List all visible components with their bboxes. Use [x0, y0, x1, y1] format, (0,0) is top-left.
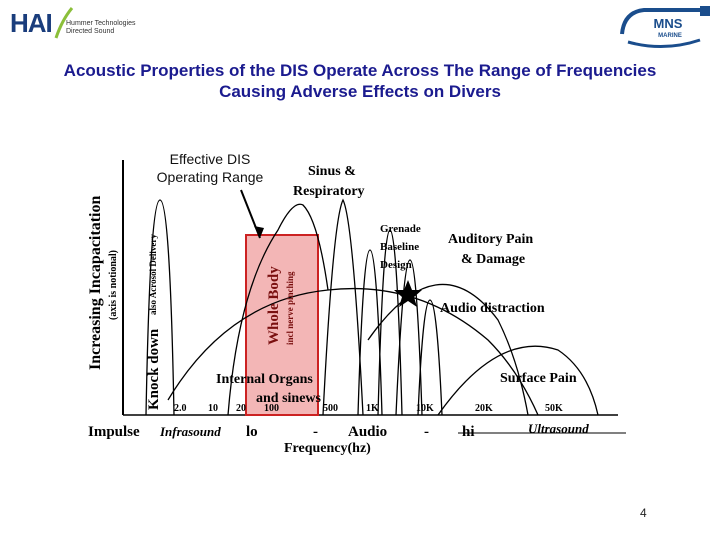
x-tick-500: 500: [323, 403, 338, 414]
infrasound-label: Infrasound: [159, 424, 221, 439]
dash-2: -: [424, 424, 429, 440]
baseline-label: Baseline: [380, 241, 419, 253]
whole-body-range: [245, 234, 319, 416]
x-tick-20k: 20K: [475, 403, 493, 414]
nerve-pinching-label: incl nerve pinching: [285, 271, 295, 345]
whole-body-label: Whole Body: [266, 266, 282, 345]
grenade-label: Grenade: [380, 223, 421, 235]
ultrasound-label: Ultrasound: [528, 421, 589, 436]
impulse-label: Impulse: [88, 424, 140, 440]
lo-label: lo: [246, 424, 258, 440]
hai-subtitle-line1: Hummer Technologies: [66, 20, 136, 27]
page-number: 4: [640, 506, 647, 520]
impulse-curve: [145, 199, 175, 416]
x-tick-10: 10: [208, 403, 218, 414]
mns-logo-sub: MARINE: [658, 33, 682, 39]
hai-logo-text: HAI: [10, 8, 53, 38]
acrosol-label: also Acrosol Delivery: [148, 234, 158, 315]
baseline-curve-3: [395, 259, 423, 416]
dash-1: -: [313, 424, 318, 440]
surface-pain-label: Surface Pain: [500, 371, 577, 386]
effective-label-line1: Effective DIS: [169, 151, 251, 167]
hai-swoosh-icon: [54, 7, 74, 39]
effective-label-line2: Operating Range: [156, 169, 264, 185]
y-axis-label: Increasing Incapacitation: [87, 196, 104, 370]
knock-down-label: Knock down: [146, 328, 162, 410]
respiratory-label: Respiratory: [293, 184, 365, 199]
auditory-pain-label: Auditory Pain: [448, 232, 533, 247]
x-ticks: 2.0 10 20 100 500 1K 10K 20K 50K: [174, 403, 563, 414]
baseline-curve-1: [357, 249, 383, 416]
y-axis-note: (axis is notional): [108, 250, 119, 320]
mns-logo: MNS MARINE: [614, 4, 714, 54]
x-tick-50k: 50K: [545, 403, 563, 414]
grenade-star-icon: [394, 280, 422, 307]
audio-distraction-label: Audio distraction: [440, 301, 545, 316]
x-tick-20: 20: [236, 403, 246, 414]
design-label: Design: [380, 259, 412, 271]
slide-title: Acoustic Properties of the DIS Operate A…: [63, 61, 657, 101]
baseline-curve-2: [377, 229, 403, 416]
sinus-label: Sinus &: [308, 164, 356, 179]
effective-range-label: Effective DIS Operating Range: [140, 150, 280, 186]
arrow-head-icon: [254, 226, 264, 238]
baseline-curve-4: [417, 299, 443, 416]
x-tick-10k: 10K: [416, 403, 434, 414]
internal-organs-curve: [227, 203, 329, 416]
x-axis-label: Frequency(hz): [284, 441, 371, 456]
sinews-label: and sinews: [256, 391, 322, 406]
hai-subtitle-line2: Directed Sound: [66, 28, 115, 35]
x-tick-1k: 1K: [366, 403, 379, 414]
frequency-effects-diagram: Increasing Incapacitation (axis is notio…: [87, 160, 626, 456]
x-tick-2: 2.0: [174, 403, 187, 414]
internal-organs-label: Internal Organs: [216, 372, 313, 387]
surface-pain-curve: [437, 345, 599, 416]
x-tick-100: 100: [264, 403, 279, 414]
audio-label: Audio: [348, 424, 387, 440]
mns-logo-text: MNS: [654, 16, 683, 31]
damage-label: & Damage: [461, 252, 525, 267]
hai-logo: HAI Hummer Technologies Directed Sound: [10, 6, 150, 40]
sinus-curve: [322, 198, 364, 416]
hi-label: hi: [462, 424, 475, 440]
hai-subtitle: Hummer Technologies Directed Sound: [66, 20, 146, 36]
audio-distraction-curve: [167, 287, 539, 416]
mns-emblem-icon: MNS MARINE: [620, 6, 710, 49]
